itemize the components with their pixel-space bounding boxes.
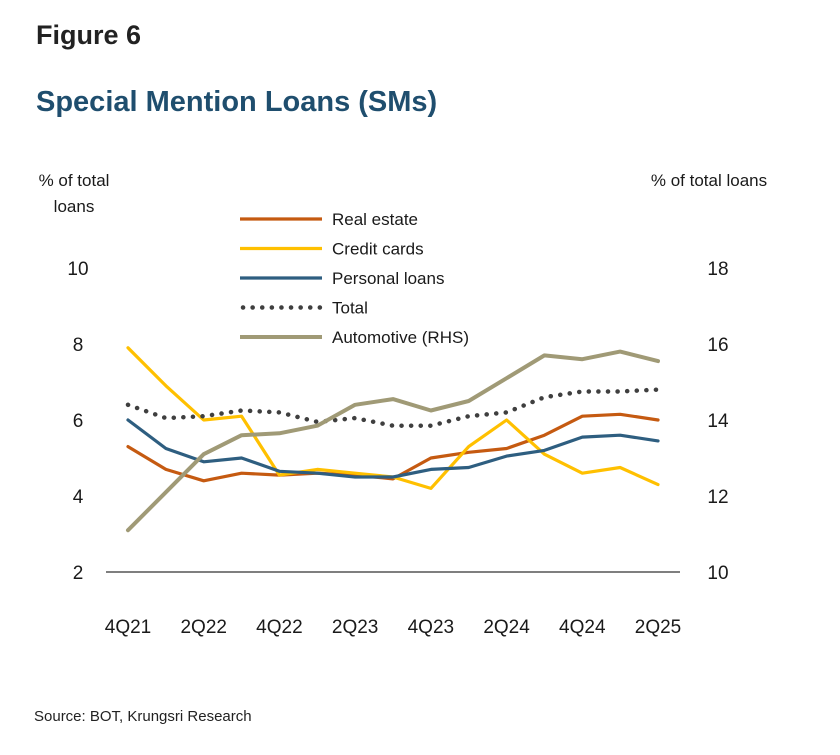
figure-label: Figure 6 — [36, 20, 142, 50]
right-tick-label: 14 — [707, 411, 729, 432]
left-tick-label: 10 — [67, 259, 88, 280]
x-tick-label: 2Q24 — [483, 617, 530, 638]
series-lines — [125, 346, 661, 533]
left-tick-label: 6 — [73, 411, 84, 432]
left-tick-label: 2 — [73, 563, 84, 584]
right-axis-label: % of total loans — [650, 171, 768, 190]
left-tick-label: 8 — [73, 335, 84, 356]
source-note: Source: BOT, Krungsri Research — [34, 708, 252, 725]
left-axis-label: % of total loans — [38, 171, 110, 216]
x-tick-label: 2Q25 — [635, 617, 681, 638]
chart-title: Special Mention Loans (SMs) — [36, 86, 438, 118]
right-tick-label: 10 — [707, 563, 728, 584]
right-tick-label: 16 — [707, 335, 728, 356]
x-axis-ticks: 4Q21 2Q22 4Q22 2Q23 4Q23 2Q24 4Q24 2Q25 — [105, 617, 681, 638]
x-tick-label: 4Q21 — [105, 617, 151, 638]
left-axis-ticks: 2 4 6 8 10 — [67, 259, 88, 584]
series-line-total — [125, 387, 661, 428]
x-tick-label: 4Q23 — [408, 617, 454, 638]
series-line-real-estate — [126, 412, 660, 483]
legend-label-automotive-rhs: Automotive (RHS) — [332, 328, 469, 347]
right-tick-label: 18 — [707, 259, 728, 280]
x-tick-label: 2Q22 — [180, 617, 226, 638]
legend: Real estate Credit cards Personal loans Tot… — [240, 210, 469, 347]
right-tick-label: 12 — [707, 487, 728, 508]
legend-label-personal-loans: Personal loans — [332, 269, 444, 288]
x-tick-label: 4Q22 — [256, 617, 302, 638]
x-tick-label: 2Q23 — [332, 617, 378, 638]
series-line-personal-loans — [126, 418, 660, 479]
legend-label-credit-cards: Credit cards — [332, 240, 424, 259]
left-tick-label: 4 — [73, 487, 84, 508]
legend-label-total: Total — [332, 299, 368, 318]
series-line-automotive-rhs — [126, 349, 660, 533]
chart-canvas: 2 4 6 8 10 10 12 14 16 18 4Q21 2Q22 4Q22 2Q23 4Q23 2Q… — [67, 210, 729, 638]
x-tick-label: 4Q24 — [559, 617, 606, 638]
right-axis-ticks: 10 12 14 16 18 — [707, 259, 729, 584]
legend-label-real-estate: Real estate — [332, 210, 418, 229]
